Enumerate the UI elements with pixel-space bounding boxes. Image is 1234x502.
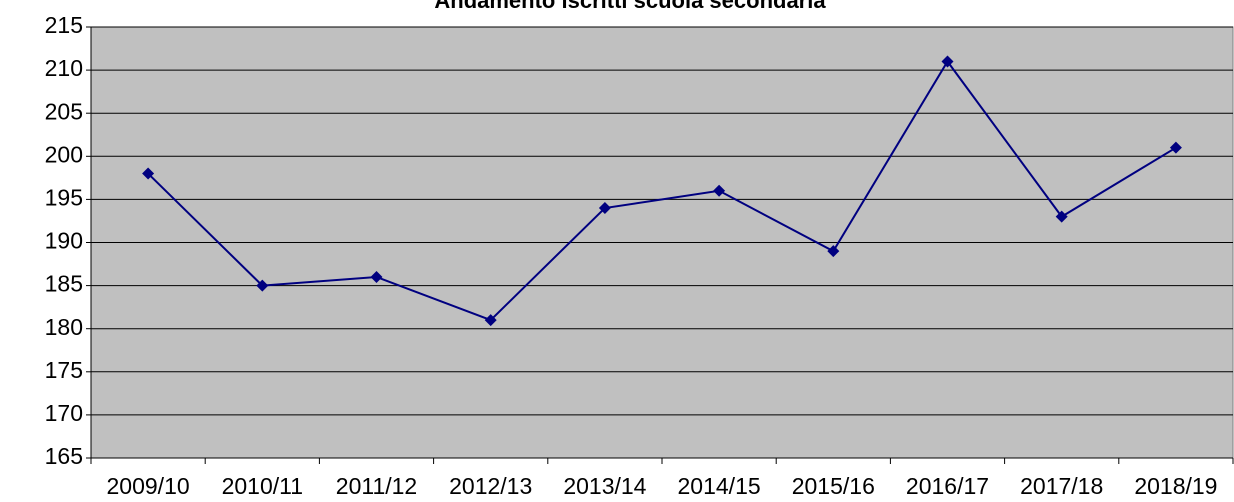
data-point xyxy=(827,245,840,258)
data-point xyxy=(941,55,954,68)
x-tick-label: 2010/11 xyxy=(222,473,303,499)
x-tick-label: 2014/15 xyxy=(678,473,761,499)
series-line xyxy=(147,59,1177,322)
y-tick-label: 210 xyxy=(45,55,83,81)
x-tick-label: 2015/16 xyxy=(792,473,875,499)
data-point xyxy=(1055,210,1068,223)
x-tick-label: 2017/18 xyxy=(1020,473,1103,499)
y-tick-label: 165 xyxy=(45,443,83,469)
y-tick-label: 180 xyxy=(45,314,83,340)
x-tick-label: 2009/10 xyxy=(107,473,190,499)
y-tick-label: 205 xyxy=(45,98,83,124)
data-point xyxy=(142,167,155,180)
y-tick-label: 215 xyxy=(45,12,83,38)
data-point xyxy=(256,279,269,292)
data-point xyxy=(370,270,383,283)
data-point xyxy=(1169,141,1182,154)
data-point xyxy=(713,184,726,197)
x-tick-label: 2018/19 xyxy=(1134,473,1217,499)
y-tick-label: 185 xyxy=(45,271,83,297)
x-tick-label: 2012/13 xyxy=(449,473,532,499)
y-tick-label: 170 xyxy=(45,400,83,426)
y-tick-label: 200 xyxy=(45,141,83,167)
chart-title: Andamento iscritti scuola secondaria xyxy=(434,0,826,13)
data-point xyxy=(484,314,497,327)
y-tick-label: 175 xyxy=(45,357,83,383)
x-tick-label: 2013/14 xyxy=(563,473,646,499)
x-tick-label: 2016/17 xyxy=(906,473,989,499)
y-tick-label: 190 xyxy=(45,228,83,254)
x-tick-label: 2011/12 xyxy=(336,473,417,499)
data-point xyxy=(598,202,611,215)
y-tick-label: 195 xyxy=(45,184,83,210)
